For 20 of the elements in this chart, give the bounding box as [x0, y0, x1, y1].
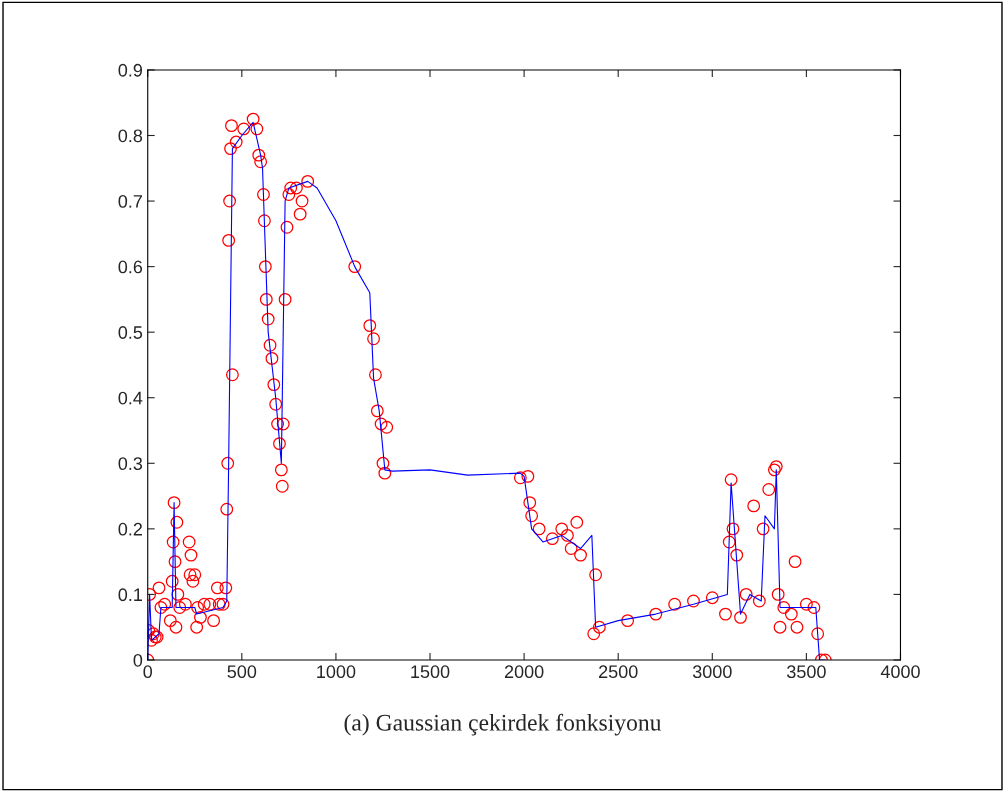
x-tick-label: 500: [227, 665, 257, 679]
y-tick-label: 0.5: [118, 326, 143, 339]
y-tick-label: 0.2: [118, 522, 142, 536]
x-tick-label: 1000: [317, 665, 356, 679]
y-tick-label: 0.3: [118, 457, 143, 471]
x-tick-label: 0: [143, 665, 153, 679]
y-tick-label: 0.7: [118, 194, 142, 208]
y-tick-label: 0.6: [118, 260, 143, 274]
x-tick-label: 3500: [786, 665, 826, 679]
y-tick-label: 0.4: [118, 391, 143, 405]
x-tick-label: 4000: [880, 665, 920, 679]
x-tick-label: 3000: [692, 665, 732, 679]
x-tick-label: 2500: [599, 665, 638, 679]
y-tick-label: 0: [133, 653, 143, 667]
y-tick-label: 0.9: [118, 63, 143, 77]
x-tick-label: 2000: [504, 665, 544, 679]
y-tick-label: 0.8: [118, 129, 143, 143]
y-tick-label: 0.1: [118, 588, 142, 602]
text: (a) Gaussian çekirdek fonksiyonu: [344, 713, 662, 736]
x-tick-label: 1500: [411, 665, 450, 679]
